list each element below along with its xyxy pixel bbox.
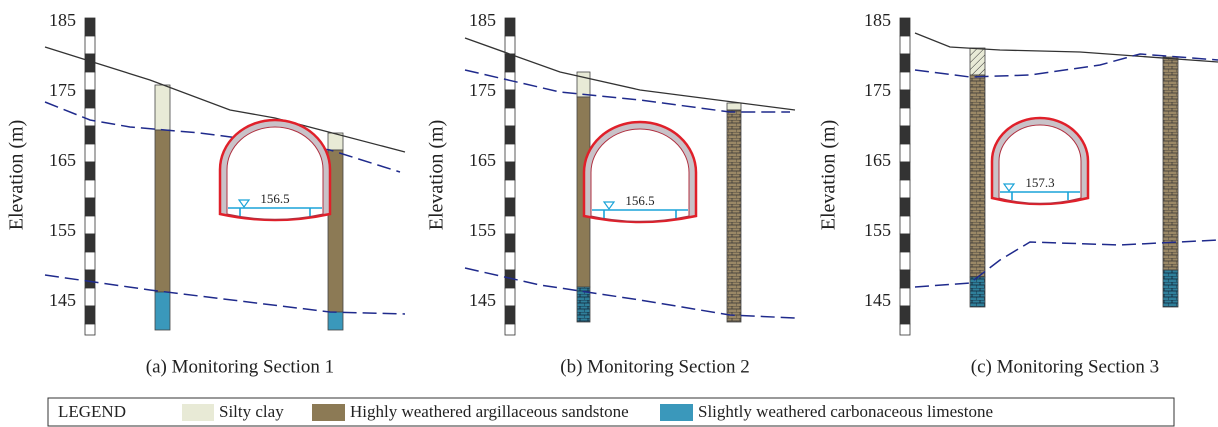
ruler-segment bbox=[900, 162, 910, 180]
borehole-layer bbox=[328, 312, 343, 330]
legend-swatch bbox=[182, 404, 214, 421]
ruler-segment bbox=[505, 234, 515, 252]
water-level-label: 157.3 bbox=[1025, 175, 1054, 190]
borehole-layer bbox=[727, 103, 741, 110]
ruler-segment bbox=[85, 306, 95, 324]
borehole-layer bbox=[970, 277, 985, 307]
figure: LEGEND Silty clay Highly weathered argil… bbox=[0, 0, 1218, 427]
ruler-segment bbox=[85, 216, 95, 234]
axis-label: Elevation (m) bbox=[6, 120, 28, 231]
ruler-segment bbox=[85, 36, 95, 54]
y-tick-label: 175 bbox=[469, 80, 496, 100]
legend-label: Slightly weathered carbonaceous limeston… bbox=[698, 402, 993, 421]
ruler-segment bbox=[900, 18, 910, 36]
ruler-segment bbox=[505, 324, 515, 335]
ruler-segment bbox=[505, 162, 515, 180]
ruler-segment bbox=[505, 18, 515, 36]
ruler-segment bbox=[85, 198, 95, 216]
ruler-segment bbox=[505, 288, 515, 306]
y-tick-label: 165 bbox=[49, 150, 76, 170]
axis-label: Elevation (m) bbox=[818, 120, 840, 231]
borehole-layer bbox=[727, 110, 741, 322]
caption: (b) Monitoring Section 2 bbox=[560, 356, 749, 377]
y-tick-label: 185 bbox=[49, 10, 76, 30]
y-tick-label: 155 bbox=[49, 220, 76, 240]
ruler-segment bbox=[900, 306, 910, 324]
ruler-segment bbox=[85, 234, 95, 252]
ruler-segment bbox=[900, 270, 910, 288]
legend-label: Highly weathered argillaceous sandstone bbox=[350, 402, 629, 421]
ruler-segment bbox=[85, 324, 95, 335]
borehole-layer bbox=[155, 292, 170, 330]
ruler-segment bbox=[85, 72, 95, 90]
axis-label: Elevation (m) bbox=[426, 120, 448, 231]
ruler-segment bbox=[85, 54, 95, 72]
y-tick-label: 165 bbox=[864, 150, 891, 170]
ruler-segment bbox=[900, 180, 910, 198]
borehole-layer bbox=[1163, 270, 1178, 307]
ruler-segment bbox=[85, 270, 95, 288]
borehole-layer bbox=[155, 85, 170, 130]
legend-swatch bbox=[312, 404, 345, 421]
caption: (a) Monitoring Section 1 bbox=[146, 356, 334, 377]
y-tick-label: 155 bbox=[469, 220, 496, 240]
ruler-segment bbox=[85, 180, 95, 198]
legend-swatch bbox=[660, 404, 693, 421]
ruler-segment bbox=[85, 144, 95, 162]
y-tick-label: 145 bbox=[469, 290, 496, 310]
ruler-segment bbox=[505, 306, 515, 324]
ruler-segment bbox=[900, 144, 910, 162]
ruler-segment bbox=[505, 198, 515, 216]
ruler-segment bbox=[505, 180, 515, 198]
ruler-segment bbox=[505, 108, 515, 126]
water-level-label: 156.5 bbox=[260, 191, 289, 206]
ruler-segment bbox=[85, 288, 95, 306]
borehole-layer bbox=[970, 75, 985, 277]
y-tick-label: 145 bbox=[864, 290, 891, 310]
ruler-segment bbox=[85, 252, 95, 270]
y-tick-label: 175 bbox=[49, 80, 76, 100]
borehole-layer bbox=[970, 48, 985, 75]
ruler-segment bbox=[900, 126, 910, 144]
ruler-segment bbox=[505, 54, 515, 72]
y-tick-label: 185 bbox=[864, 10, 891, 30]
ruler-segment bbox=[505, 90, 515, 108]
ruler-segment bbox=[900, 288, 910, 306]
ruler-segment bbox=[900, 216, 910, 234]
ruler-segment bbox=[900, 234, 910, 252]
ruler-segment bbox=[85, 126, 95, 144]
y-tick-label: 175 bbox=[864, 80, 891, 100]
caption: (c) Monitoring Section 3 bbox=[971, 356, 1159, 377]
ruler-segment bbox=[900, 54, 910, 72]
ruler-segment bbox=[505, 144, 515, 162]
ruler-segment bbox=[900, 324, 910, 335]
ruler-segment bbox=[505, 126, 515, 144]
ruler-segment bbox=[900, 108, 910, 126]
panel: 185 175 165 155 145 Elevation (m) (c) Monitori… bbox=[818, 10, 1218, 377]
ruler-segment bbox=[505, 216, 515, 234]
borehole-layer bbox=[1163, 57, 1178, 270]
legend-label: Silty clay bbox=[219, 402, 284, 421]
y-tick-label: 165 bbox=[469, 150, 496, 170]
ruler-segment bbox=[900, 72, 910, 90]
water-level-label: 156.5 bbox=[625, 193, 654, 208]
ruler-segment bbox=[505, 252, 515, 270]
ruler-segment bbox=[900, 36, 910, 54]
ruler-segment bbox=[900, 90, 910, 108]
panel: 185 175 165 155 145 Elevation (m) (b) Monitori… bbox=[426, 10, 795, 377]
ruler-segment bbox=[900, 252, 910, 270]
ruler-segment bbox=[85, 18, 95, 36]
y-tick-label: 145 bbox=[49, 290, 76, 310]
ruler-segment bbox=[85, 90, 95, 108]
panel: 185 175 165 155 145 Elevation (m) (a) Monitori… bbox=[6, 10, 405, 377]
y-tick-label: 185 bbox=[469, 10, 496, 30]
ruler-segment bbox=[85, 162, 95, 180]
y-tick-label: 155 bbox=[864, 220, 891, 240]
boundary-line bbox=[45, 275, 405, 314]
ruler-segment bbox=[85, 108, 95, 126]
legend-title: LEGEND bbox=[58, 402, 126, 421]
ruler-segment bbox=[900, 198, 910, 216]
borehole-layer bbox=[155, 130, 170, 292]
ruler-segment bbox=[505, 36, 515, 54]
